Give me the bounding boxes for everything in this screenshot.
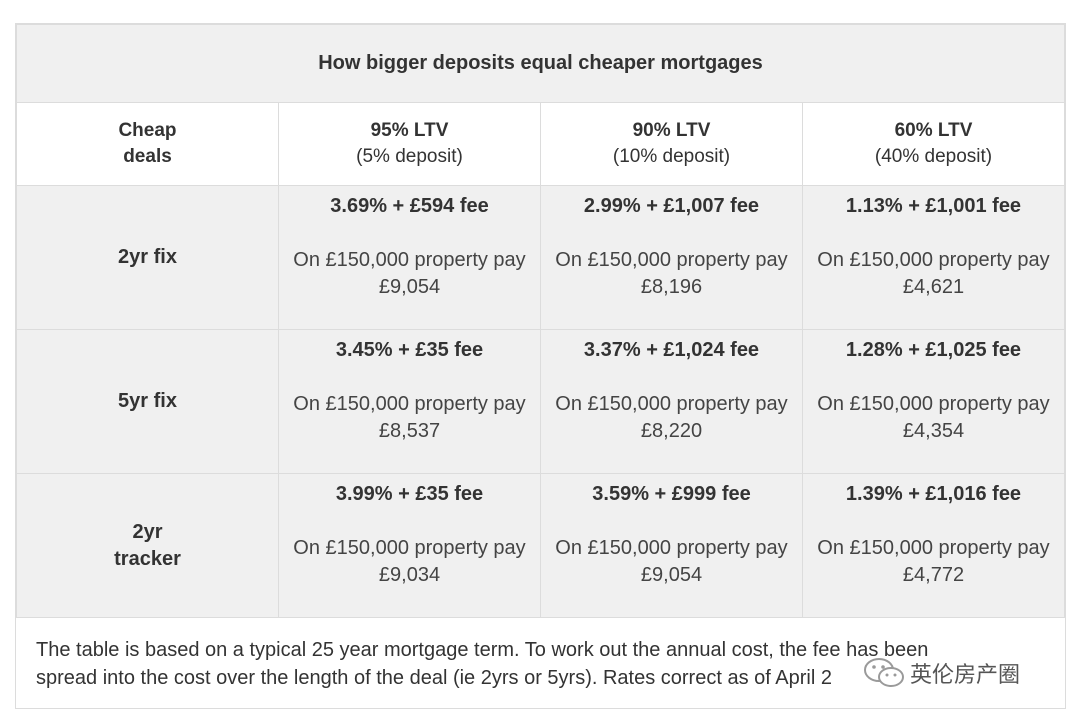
- mortgage-table-frame: How bigger deposits equal cheaper mortga…: [15, 23, 1066, 709]
- row-label: 5yr fix: [16, 329, 279, 474]
- table-cell: 3.45% + £35 fee On £150,000 property pay…: [278, 329, 541, 474]
- pay-line: On £150,000 property pay: [293, 536, 526, 559]
- pay-text: On £150,000 property pay £9,034: [279, 535, 540, 589]
- pay-amount: £8,220: [640, 419, 703, 442]
- table-cell: 3.69% + £594 fee On £150,000 property pa…: [278, 185, 541, 330]
- rate-text: 2.99% + £1,007 fee: [583, 194, 760, 217]
- pay-text: On £150,000 property pay £9,054: [279, 247, 540, 301]
- table-title: How bigger deposits equal cheaper mortga…: [16, 24, 1065, 103]
- pay-text: On £150,000 property pay £4,621: [803, 247, 1064, 301]
- pay-amount: £9,054: [640, 563, 703, 586]
- table-cell: 3.37% + £1,024 fee On £150,000 property …: [540, 329, 803, 474]
- pay-text: On £150,000 property pay £8,196: [541, 247, 802, 301]
- pay-amount: £9,034: [378, 563, 441, 586]
- pay-text: On £150,000 property pay £9,054: [541, 535, 802, 589]
- ltv-label: 95% LTV: [370, 120, 449, 141]
- pay-line: On £150,000 property pay: [555, 392, 788, 415]
- rate-text: 3.59% + £999 fee: [592, 482, 751, 505]
- table-cell: 2.99% + £1,007 fee On £150,000 property …: [540, 185, 803, 330]
- pay-text: On £150,000 property pay £8,537: [279, 391, 540, 445]
- corner-header-line: deals: [123, 146, 172, 167]
- column-header-row: Cheap deals 95% LTV (5% deposit) 90% LTV…: [16, 102, 1065, 186]
- row-label-text: tracker: [114, 547, 181, 570]
- table-row: 5yr fix 3.45% + £35 fee On £150,000 prop…: [16, 329, 1065, 474]
- table-footnote: The table is based on a typical 25 year …: [16, 618, 1065, 704]
- column-header-90-ltv: 90% LTV (10% deposit): [540, 102, 803, 186]
- pay-amount: £4,621: [902, 275, 965, 298]
- pay-amount: £8,196: [640, 275, 703, 298]
- pay-line: On £150,000 property pay: [293, 248, 526, 271]
- column-header-60-ltv: 60% LTV (40% deposit): [802, 102, 1065, 186]
- rate-text: 3.37% + £1,024 fee: [583, 338, 760, 361]
- pay-amount: £4,772: [902, 563, 965, 586]
- table-cell: 1.13% + £1,001 fee On £150,000 property …: [802, 185, 1065, 330]
- rate-text: 3.45% + £35 fee: [335, 338, 484, 361]
- row-label-text: 2yr fix: [118, 246, 177, 268]
- deposit-label: (10% deposit): [612, 146, 731, 167]
- mortgage-comparison-table: How bigger deposits equal cheaper mortga…: [16, 24, 1065, 618]
- pay-text: On £150,000 property pay £4,354: [803, 391, 1064, 445]
- table-cell: 1.28% + £1,025 fee On £150,000 property …: [802, 329, 1065, 474]
- pay-line: On £150,000 property pay: [293, 392, 526, 415]
- pay-line: On £150,000 property pay: [817, 392, 1050, 415]
- footnote-line: The table is based on a typical 25 year …: [36, 639, 929, 661]
- corner-header-line: Cheap: [118, 120, 177, 141]
- rate-text: 1.28% + £1,025 fee: [845, 338, 1022, 361]
- pay-amount: £8,537: [378, 419, 441, 442]
- footnote-line: spread into the cost over the length of …: [36, 667, 832, 689]
- deposit-label: (5% deposit): [356, 146, 463, 167]
- table-cell: 3.99% + £35 fee On £150,000 property pay…: [278, 473, 541, 618]
- pay-line: On £150,000 property pay: [817, 536, 1050, 559]
- deposit-label: (40% deposit): [874, 146, 993, 167]
- rate-text: 1.13% + £1,001 fee: [845, 194, 1022, 217]
- wechat-logo-icon: [864, 658, 904, 687]
- ltv-label: 60% LTV: [894, 120, 973, 141]
- column-header-95-ltv: 95% LTV (5% deposit): [278, 102, 541, 186]
- rate-text: 3.99% + £35 fee: [335, 482, 484, 505]
- pay-amount: £9,054: [378, 275, 441, 298]
- row-label-text: 2yr: [132, 520, 163, 543]
- pay-line: On £150,000 property pay: [555, 536, 788, 559]
- watermark-text: 英伦房产圈: [910, 662, 1021, 687]
- table-cell: 3.59% + £999 fee On £150,000 property pa…: [540, 473, 803, 618]
- ltv-label: 90% LTV: [632, 120, 711, 141]
- pay-text: On £150,000 property pay £4,772: [803, 535, 1064, 589]
- row-label: 2yr tracker: [16, 473, 279, 618]
- pay-line: On £150,000 property pay: [555, 248, 788, 271]
- rate-text: 1.39% + £1,016 fee: [845, 482, 1022, 505]
- pay-text: On £150,000 property pay £8,220: [541, 391, 802, 445]
- pay-line: On £150,000 property pay: [817, 248, 1050, 271]
- table-row: 2yr fix 3.69% + £594 fee On £150,000 pro…: [16, 185, 1065, 330]
- rate-text: 3.69% + £594 fee: [330, 194, 489, 217]
- row-label-text: 5yr fix: [118, 390, 177, 412]
- corner-header: Cheap deals: [16, 102, 279, 186]
- pay-amount: £4,354: [902, 419, 965, 442]
- table-cell: 1.39% + £1,016 fee On £150,000 property …: [802, 473, 1065, 618]
- row-label: 2yr fix: [16, 185, 279, 330]
- watermark: 英伦房产圈: [862, 656, 1021, 690]
- table-row: 2yr tracker 3.99% + £35 fee On £150,000 …: [16, 473, 1065, 618]
